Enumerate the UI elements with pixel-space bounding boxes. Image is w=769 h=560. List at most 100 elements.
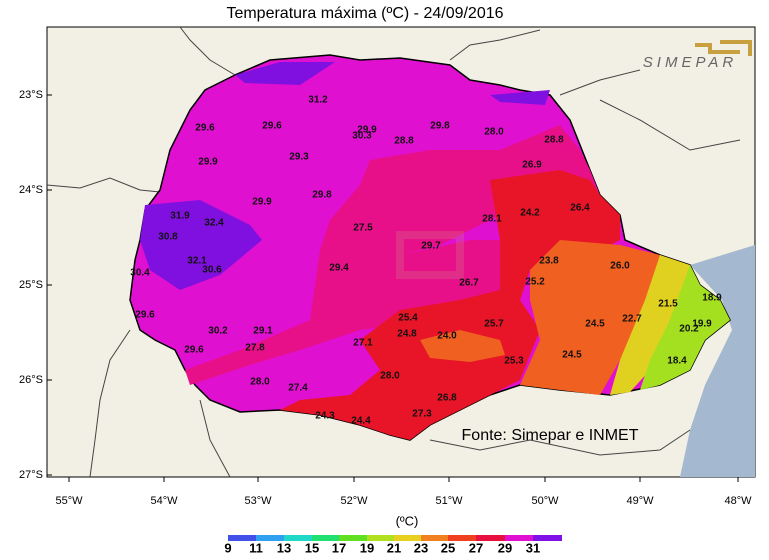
- station-value: 30.4: [130, 268, 150, 279]
- station-value: 25.3: [504, 356, 524, 367]
- station-value: 30.3: [352, 131, 372, 142]
- colorbar-segment: [284, 535, 312, 541]
- station-value: 32.1: [187, 256, 207, 267]
- colorbar-label: 31: [526, 540, 540, 555]
- colorbar-label: 15: [305, 540, 319, 555]
- station-value: 29.6: [195, 123, 215, 134]
- lon-label: 48°W: [724, 495, 752, 507]
- lon-label: 50°W: [531, 495, 559, 507]
- colorbar-segment: [421, 535, 448, 541]
- colorbar-label: 25: [441, 540, 455, 555]
- station-value: 29.9: [252, 197, 272, 208]
- lon-label: 53°W: [244, 495, 272, 507]
- zone-32: [140, 200, 262, 290]
- station-value: 26.9: [522, 160, 542, 171]
- colorbar-segment: [228, 535, 256, 541]
- station-value: 30.2: [208, 326, 228, 337]
- station-value: 29.3: [289, 152, 309, 163]
- station-value: 30.8: [158, 232, 178, 243]
- ocean: [680, 245, 755, 477]
- stations: 31.229.6 29.6 29.930.329.828.028.8 28.829.9…: [130, 95, 722, 427]
- logo-text: SIMEPAR: [643, 54, 737, 71]
- station-value: 32.4: [204, 218, 224, 229]
- station-value: 26.4: [570, 203, 590, 214]
- station-value: 18.9: [702, 293, 722, 304]
- colorbar: 9 11 13 15 17 19 21 23 25 27 29 31: [224, 535, 562, 555]
- colorbar-segment: [394, 535, 421, 541]
- station-value: 29.6: [135, 310, 155, 321]
- station-value: 29.7: [421, 241, 441, 252]
- zone-24: [520, 240, 660, 395]
- zone-26: [280, 170, 620, 440]
- station-value: 29.4: [329, 263, 349, 274]
- station-value: 30.6: [202, 265, 222, 276]
- station-value: 29.9: [198, 157, 218, 168]
- station-value: 27.8: [245, 343, 265, 354]
- colorbar-label: 29: [498, 540, 512, 555]
- map-title: Temperatura máxima (ºC) - 24/09/2016: [226, 5, 503, 22]
- zone-22: [610, 255, 700, 395]
- station-value: 26.0: [610, 261, 630, 272]
- source-note: Fonte: Simepar e INMET: [462, 427, 639, 444]
- colorbar-title: (ºC): [396, 513, 419, 528]
- station-value: 28.1: [482, 214, 502, 225]
- colorbar-label: 9: [224, 540, 231, 555]
- station-value: 31.9: [170, 211, 190, 222]
- colorbar-label: 17: [332, 540, 346, 555]
- station-value: 22.7: [622, 314, 642, 325]
- station-value: 31.2: [308, 95, 328, 106]
- station-value: 24.4: [351, 416, 371, 427]
- colorbar-label: 13: [277, 540, 291, 555]
- borders: [46, 26, 741, 478]
- station-value: 29.6: [184, 345, 204, 356]
- station-value: 28.8: [544, 135, 564, 146]
- station-value: 27.1: [353, 338, 373, 349]
- lat-label: 27°S: [19, 469, 43, 481]
- zone-20: [640, 265, 730, 390]
- colorbar-segment: [448, 535, 476, 541]
- station-value: 29.8: [312, 190, 332, 201]
- zone-28: [320, 125, 610, 255]
- station-value: 29.1: [253, 326, 273, 337]
- zone-32c: [490, 90, 550, 105]
- station-value: 21.5: [658, 299, 678, 310]
- station-value: 24.8: [397, 329, 417, 340]
- station-value: 25.4: [398, 313, 418, 324]
- colorbar-label: 19: [360, 540, 374, 555]
- lat-label: 23°S: [19, 89, 43, 101]
- station-value: 18.4: [667, 356, 687, 367]
- lon-label: 49°W: [626, 495, 654, 507]
- lon-label: 51°W: [435, 495, 463, 507]
- station-value: 29.6: [262, 121, 282, 132]
- colorbar-segment: [339, 535, 367, 541]
- logo: SIMEPAR: [643, 40, 752, 71]
- station-value: 28.0: [484, 127, 504, 138]
- station-value: 28.8: [394, 136, 414, 147]
- lon-label: 54°W: [150, 495, 178, 507]
- colorbar-label: 27: [469, 540, 483, 555]
- station-value: 27.3: [412, 409, 432, 420]
- colorbar-segment: [312, 535, 339, 541]
- station-value: 29.8: [430, 121, 450, 132]
- lon-label: 55°W: [55, 495, 83, 507]
- station-value: 24.0: [437, 331, 457, 342]
- station-value: 29.9: [357, 125, 377, 136]
- lat-label: 25°S: [19, 279, 43, 291]
- lon-label: 52°W: [340, 495, 368, 507]
- colorbar-segment: [505, 535, 533, 541]
- lat-label: 26°S: [19, 374, 43, 386]
- station-value: 26.8: [437, 393, 457, 404]
- station-value: 24.3: [315, 411, 335, 422]
- watermark: [396, 231, 464, 279]
- station-value: 27.5: [353, 223, 373, 234]
- station-value: 28.0: [380, 371, 400, 382]
- colorbar-label: 23: [414, 540, 428, 555]
- colorbar-label: 11: [249, 540, 263, 555]
- colorbar-segment: [533, 535, 562, 541]
- station-value: 24.5: [562, 350, 582, 361]
- colorbar-segment: [476, 535, 505, 541]
- zone-32b: [235, 62, 335, 85]
- station-value: 24.2: [520, 208, 540, 219]
- station-value: 28.0: [250, 377, 270, 388]
